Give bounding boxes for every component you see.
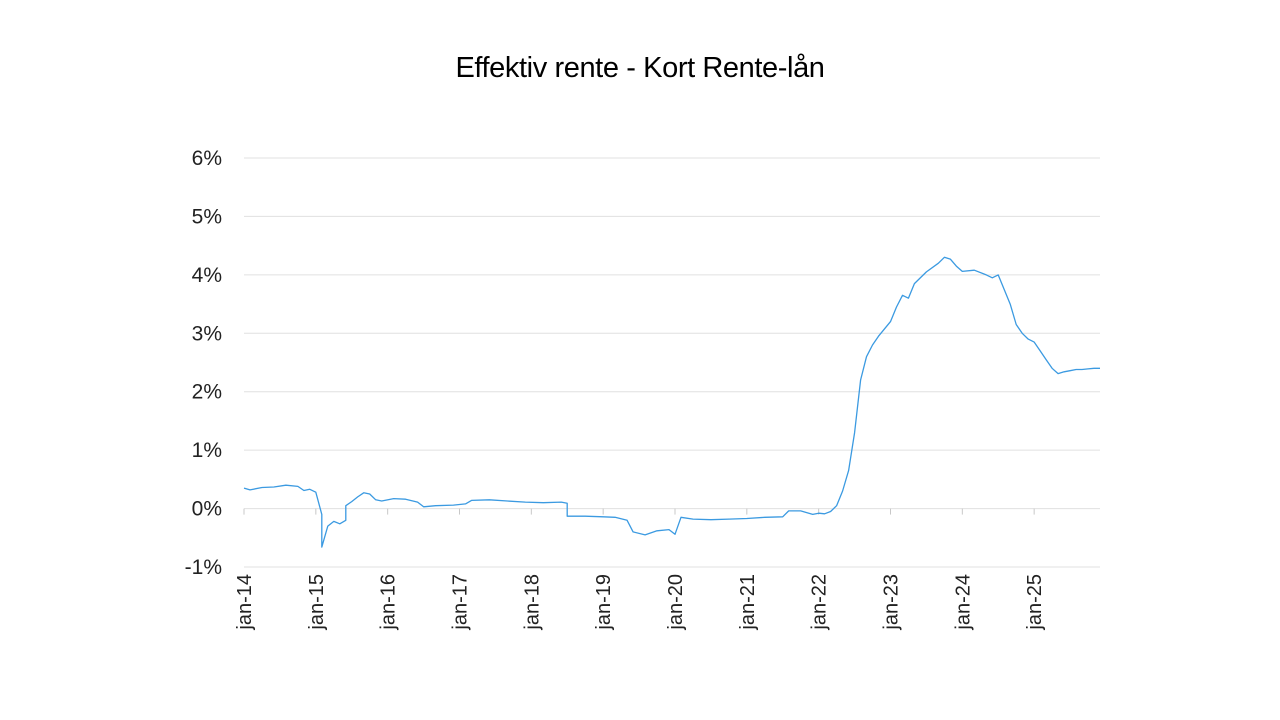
y-tick-label: 6%: [192, 147, 222, 170]
gridlines: [244, 157, 1100, 568]
x-tick-label: jan-14: [234, 574, 256, 631]
chart-title: Effektiv rente - Kort Rente-lån: [455, 52, 825, 84]
x-tick-label: jan-20: [665, 574, 687, 631]
y-tick-label: 2%: [192, 381, 222, 404]
x-tick-label: jan-15: [306, 574, 328, 631]
x-tick-label: jan-22: [809, 574, 831, 631]
y-tick-label: -1%: [185, 556, 222, 579]
y-tick-label: 4%: [192, 264, 222, 287]
x-tick-label: jan-16: [378, 574, 400, 631]
x-tick-label: jan-23: [880, 574, 902, 631]
x-tick-label: jan-19: [593, 574, 615, 631]
x-tick-label: jan-21: [737, 574, 759, 631]
x-axis-ticks: jan-14 jan-15 jan-16 jan-17 jan-18 jan-19 jan-…: [234, 508, 1046, 631]
y-tick-label: 0%: [192, 498, 222, 521]
series-line-0: [243, 256, 1100, 548]
x-tick-label: jan-24: [952, 574, 974, 631]
series-group: [243, 256, 1100, 548]
y-tick-label: 1%: [192, 439, 222, 462]
x-tick-label: jan-17: [449, 574, 471, 631]
y-axis-ticks: 6% 5% 4% 3% 2% 1% 0% -1%: [185, 147, 222, 579]
y-tick-label: 3%: [192, 322, 222, 345]
x-tick-label: jan-25: [1024, 574, 1046, 631]
x-tick-label: jan-18: [521, 574, 543, 631]
y-tick-label: 5%: [192, 205, 222, 228]
